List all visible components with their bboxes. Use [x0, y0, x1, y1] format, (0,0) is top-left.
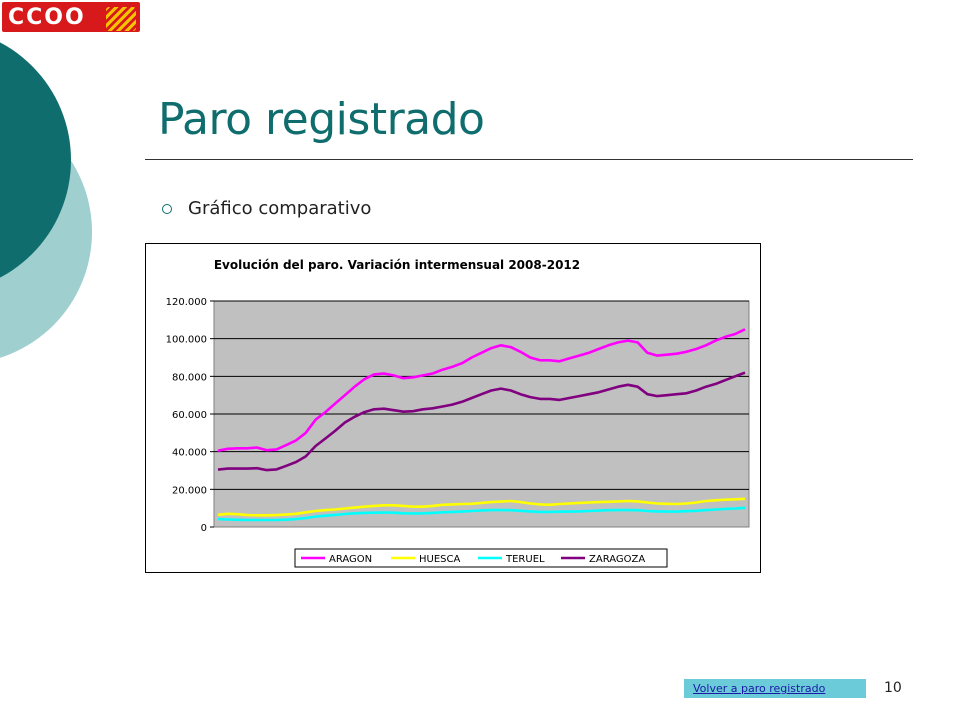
dark-circle-shape: [0, 42, 71, 278]
legend-label-zaragoza: ZARAGOZA: [589, 554, 645, 565]
back-link[interactable]: Volver a paro registrado: [693, 682, 826, 695]
line-chart: Evolución del paro. Variación intermensu…: [145, 243, 761, 573]
y-tick-label: 100.000: [166, 335, 207, 346]
page-number: 10: [884, 680, 902, 696]
y-tick-label: 80.000: [172, 372, 207, 383]
series-line-huesca: [217, 497, 746, 517]
y-tick-label: 120.000: [166, 297, 207, 308]
title-divider: [145, 159, 913, 160]
ccoo-logo: CCOO: [0, 0, 142, 34]
legend-label-aragon: ARAGON: [329, 554, 372, 565]
legend-label-huesca: HUESCA: [419, 554, 460, 565]
y-tick-label: 40.000: [172, 448, 207, 459]
y-tick-label: 60.000: [172, 410, 207, 421]
series-line-aragon: [217, 328, 746, 452]
logo-background: CCOO: [2, 2, 140, 32]
y-tick-label: 20.000: [172, 485, 207, 496]
decorative-circles: [0, 42, 92, 358]
chart-container: Evolución del paro. Variación intermensu…: [145, 243, 761, 573]
chart-title: Evolución del paro. Variación intermensu…: [214, 258, 580, 272]
series-line-zaragoza: [217, 371, 746, 472]
series-line-teruel: [217, 506, 746, 522]
y-tick-label: 0: [201, 523, 207, 534]
bullet-icon: [162, 204, 172, 214]
link-background: [684, 679, 866, 698]
logo-text: CCOO: [8, 5, 86, 30]
aragon-flag-icon: [106, 7, 136, 31]
page-title: Paro registrado: [158, 94, 485, 145]
legend-label-teruel: TERUEL: [505, 554, 545, 565]
bullet-text: Gráfico comparativo: [188, 198, 372, 219]
